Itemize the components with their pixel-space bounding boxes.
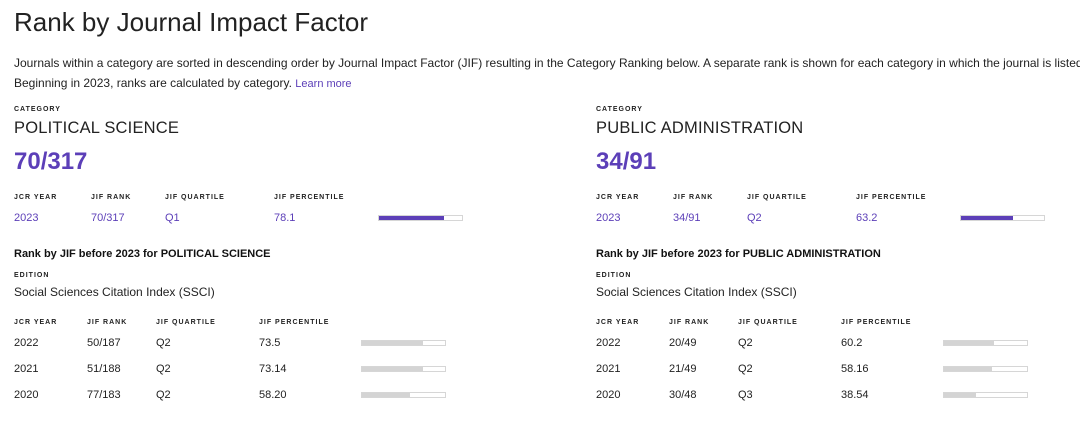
history-quartile: Q2 (156, 389, 171, 401)
jif-rank-header: JIF RANK (87, 319, 128, 326)
history-percentile: 60.2 (841, 337, 863, 349)
history-year: 2020 (14, 389, 39, 401)
jif-rank-header: JIF RANK (669, 319, 710, 326)
jcr-year-header: JCR YEAR (596, 194, 640, 201)
category-panel-political-science: CATEGORY POLITICAL SCIENCE 70/317 JCR YE… (14, 0, 484, 425)
history-quartile: Q2 (156, 337, 171, 349)
edition-label: EDITION (596, 272, 632, 279)
page-title: Rank by Journal Impact Factor (14, 7, 369, 37)
history-percentile-bar-fill (944, 393, 976, 397)
history-title: Rank by JIF before 2023 for POLITICAL SC… (14, 248, 271, 260)
history-percentile: 38.54 (841, 389, 869, 401)
history-rank: 51/188 (87, 363, 121, 375)
jif-percentile-header: JIF PERCENTILE (856, 194, 927, 201)
current-percentile[interactable]: 63.2 (856, 212, 878, 224)
history-title: Rank by JIF before 2023 for PUBLIC ADMIN… (596, 248, 881, 260)
jif-rank-header: JIF RANK (673, 194, 714, 201)
percentile-bar (378, 215, 463, 221)
history-quartile: Q2 (156, 363, 171, 375)
jif-quartile-header: JIF QUARTILE (738, 319, 798, 326)
intro-line-2: Beginning in 2023, ranks are calculated … (14, 76, 292, 90)
history-percentile-bar-fill (362, 367, 423, 371)
history-rank: 20/49 (669, 337, 697, 349)
history-year: 2022 (14, 337, 39, 349)
current-percentile[interactable]: 78.1 (274, 212, 296, 224)
category-name: PUBLIC ADMINISTRATION (596, 119, 804, 137)
current-year[interactable]: 2023 (14, 212, 39, 224)
edition-value: Social Sciences Citation Index (SSCI) (14, 285, 215, 299)
history-quartile: Q2 (738, 337, 753, 349)
history-percentile-bar-fill (944, 341, 994, 345)
history-quartile: Q3 (738, 389, 753, 401)
learn-more-link[interactable]: Learn more (295, 78, 352, 90)
category-rank: 70/317 (14, 148, 88, 175)
category-label: CATEGORY (596, 106, 643, 113)
jif-quartile-header: JIF QUARTILE (165, 194, 225, 201)
category-rank: 34/91 (596, 148, 657, 175)
history-percentile-bar (361, 366, 446, 372)
current-year[interactable]: 2023 (596, 212, 621, 224)
category-label: CATEGORY (14, 106, 61, 113)
history-percentile: 73.5 (259, 337, 281, 349)
history-percentile-bar (943, 340, 1028, 346)
jif-quartile-header: JIF QUARTILE (747, 194, 807, 201)
current-quartile[interactable]: Q2 (747, 212, 762, 224)
current-rank[interactable]: 70/317 (91, 212, 125, 224)
history-percentile-bar (361, 340, 446, 346)
history-rank: 77/183 (87, 389, 121, 401)
history-year: 2022 (596, 337, 621, 349)
percentile-bar-fill (379, 216, 444, 220)
history-percentile-bar (943, 366, 1028, 372)
history-rank: 21/49 (669, 363, 697, 375)
intro-text: Journals within a category are sorted in… (14, 53, 1080, 94)
percentile-bar (960, 215, 1045, 221)
history-year: 2020 (596, 389, 621, 401)
edition-label: EDITION (14, 272, 50, 279)
jcr-year-header: JCR YEAR (14, 194, 58, 201)
edition-value: Social Sciences Citation Index (SSCI) (596, 285, 797, 299)
category-panel-public-administration: CATEGORY PUBLIC ADMINISTRATION 34/91 JCR… (596, 0, 1066, 425)
history-percentile-bar (943, 392, 1028, 398)
jif-rank-header: JIF RANK (91, 194, 132, 201)
history-percentile: 73.14 (259, 363, 287, 375)
jif-percentile-header: JIF PERCENTILE (259, 319, 330, 326)
jif-percentile-header: JIF PERCENTILE (274, 194, 345, 201)
history-percentile-bar-fill (362, 341, 423, 345)
jcr-year-header: JCR YEAR (596, 319, 640, 326)
current-quartile[interactable]: Q1 (165, 212, 180, 224)
history-rank: 50/187 (87, 337, 121, 349)
history-quartile: Q2 (738, 363, 753, 375)
history-rank: 30/48 (669, 389, 697, 401)
history-percentile-bar-fill (944, 367, 993, 371)
percentile-bar-fill (961, 216, 1014, 220)
history-year: 2021 (596, 363, 621, 375)
history-year: 2021 (14, 363, 39, 375)
history-percentile: 58.20 (259, 389, 287, 401)
history-percentile-bar (361, 392, 446, 398)
history-percentile: 58.16 (841, 363, 869, 375)
jif-percentile-header: JIF PERCENTILE (841, 319, 912, 326)
jif-quartile-header: JIF QUARTILE (156, 319, 216, 326)
jcr-year-header: JCR YEAR (14, 319, 58, 326)
category-name: POLITICAL SCIENCE (14, 119, 180, 137)
current-rank[interactable]: 34/91 (673, 212, 701, 224)
history-percentile-bar-fill (362, 393, 411, 397)
intro-line-1: Journals within a category are sorted in… (14, 56, 1080, 70)
